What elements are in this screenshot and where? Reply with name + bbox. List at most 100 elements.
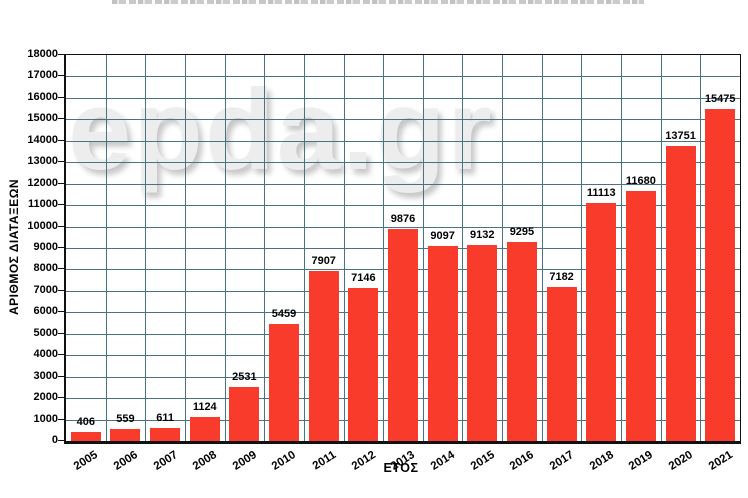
bar-value-label: 1124 — [192, 400, 217, 413]
y-tick-mark — [58, 311, 64, 313]
y-tick-label: 8000 — [33, 262, 58, 275]
v-gridline — [462, 55, 464, 441]
v-gridline — [343, 55, 345, 441]
bar — [348, 287, 379, 441]
y-tick-mark — [58, 182, 64, 184]
v-gridline — [541, 55, 543, 441]
bar-value-label: 5459 — [271, 307, 297, 320]
bar — [110, 429, 141, 441]
y-tick-label: 11000 — [28, 198, 58, 211]
v-gridline — [105, 55, 107, 441]
bar — [467, 245, 498, 441]
bar — [189, 416, 220, 441]
v-gridline — [422, 55, 424, 441]
h-gridline — [66, 76, 740, 78]
y-tick-label: 18000 — [27, 48, 58, 60]
bar — [70, 432, 101, 441]
y-tick-label: 14000 — [27, 133, 58, 146]
watermark-text: epda.gr — [68, 67, 494, 194]
y-tick-label: 9000 — [33, 241, 58, 253]
y-tick-mark — [58, 161, 64, 163]
bar — [546, 286, 577, 441]
bar-value-label: 11113 — [586, 186, 616, 199]
y-tick-label: 12000 — [27, 176, 58, 189]
y-tick-label: 7000 — [33, 283, 58, 296]
bar — [308, 271, 339, 441]
bar — [586, 202, 617, 441]
y-tick-mark — [58, 96, 64, 98]
y-tick-mark — [58, 118, 64, 120]
v-gridline — [502, 55, 504, 441]
bar-value-label: 11680 — [625, 174, 656, 187]
y-tick-label: 4000 — [33, 348, 58, 361]
y-tick-mark — [58, 332, 64, 334]
bar-value-label: 13751 — [665, 130, 696, 143]
bar-value-label: 9876 — [390, 213, 416, 226]
bar-value-label: 9295 — [509, 225, 535, 238]
h-gridline — [66, 226, 740, 228]
y-tick-mark — [58, 418, 64, 420]
y-tick-label: 13000 — [27, 155, 58, 168]
y-tick-mark — [58, 54, 64, 55]
y-tick-label: 17000 — [27, 69, 58, 82]
bar — [388, 229, 418, 441]
bar — [269, 323, 300, 441]
bar-value-label: 7146 — [351, 271, 376, 284]
x-axis-title: ΕΤΟΣ — [383, 461, 419, 475]
v-gridline — [660, 55, 662, 441]
bar — [150, 427, 181, 441]
bar-value-label: 9097 — [430, 229, 455, 242]
y-tick-mark — [58, 440, 64, 441]
y-tick-label: 1000 — [33, 412, 58, 425]
v-gridline — [581, 55, 583, 441]
y-tick-mark — [58, 354, 64, 356]
bar — [705, 109, 736, 441]
bar — [665, 146, 696, 441]
y-tick-label: 16000 — [27, 90, 58, 103]
bar — [427, 245, 458, 441]
bar-value-label: 7907 — [311, 255, 336, 268]
y-tick-mark — [58, 289, 64, 291]
bar-value-label: 2531 — [232, 370, 257, 383]
y-tick-mark — [58, 139, 64, 141]
y-tick-label: 0 — [51, 434, 58, 446]
bar — [506, 241, 537, 441]
h-gridline — [66, 140, 740, 142]
bar — [625, 190, 656, 441]
v-gridline — [700, 55, 702, 441]
v-gridline — [621, 55, 623, 441]
bar-value-label: 559 — [116, 413, 135, 425]
y-tick-mark — [58, 397, 64, 399]
bar-value-label: 7182 — [549, 270, 574, 283]
y-tick-label: 15000 — [27, 112, 58, 125]
y-tick-mark — [58, 375, 64, 377]
bar-value-label: 611 — [156, 411, 174, 424]
y-tick-label: 5000 — [33, 326, 58, 339]
h-gridline — [66, 162, 740, 164]
h-gridline — [66, 97, 740, 99]
bar — [229, 386, 260, 441]
y-tick-mark — [58, 204, 64, 206]
y-tick-mark — [58, 247, 64, 248]
cropped-chart-title — [112, 0, 644, 4]
y-tick-mark — [58, 75, 64, 77]
bar-value-label: 406 — [76, 416, 95, 429]
v-gridline — [184, 55, 186, 441]
y-tick-label: 10000 — [27, 219, 58, 232]
bar-value-label: 9132 — [470, 229, 495, 242]
h-gridline — [66, 183, 740, 185]
v-gridline — [145, 55, 147, 441]
y-tick-label: 3000 — [33, 369, 58, 382]
v-gridline — [303, 55, 305, 441]
h-gridline — [66, 119, 740, 121]
plot-area: 406 2005 559 2006 611 2007 1124 2008 2531 2009 545… — [64, 54, 741, 473]
y-tick-mark — [58, 225, 64, 227]
bar-value-label: 15475 — [704, 93, 736, 106]
v-gridline — [383, 55, 385, 441]
y-tick-label: 6000 — [33, 305, 58, 318]
y-tick-label: 2000 — [33, 391, 58, 404]
v-gridline — [264, 55, 266, 441]
h-gridline — [66, 205, 740, 207]
y-tick-mark — [58, 268, 64, 270]
